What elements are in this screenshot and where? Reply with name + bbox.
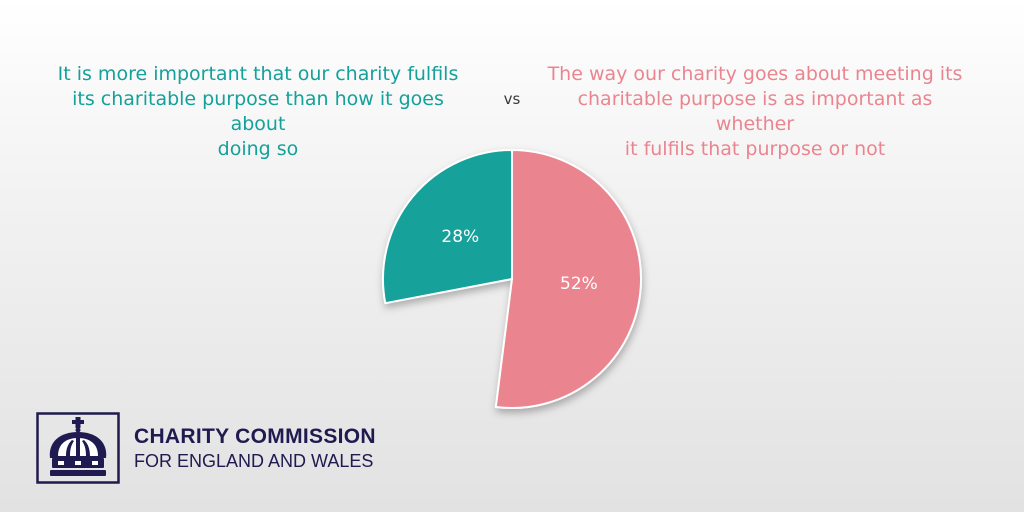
statement-right: The way our charity goes about meeting i…	[545, 62, 965, 162]
statement-left: It is more important that our charity fu…	[48, 62, 468, 162]
statement-left-line: It is more important that our charity fu…	[57, 63, 459, 85]
statement-left-line: doing so	[217, 138, 299, 160]
statement-right-line: The way our charity goes about meeting i…	[547, 63, 963, 85]
statement-right-line: charitable purpose is as important as wh…	[577, 88, 933, 135]
statement-right-line: it fulfils that purpose or not	[624, 138, 886, 160]
logo-text: CHARITY COMMISSION FOR ENGLAND AND WALES	[134, 424, 376, 472]
crown-icon	[36, 412, 120, 484]
charity-commission-logo: CHARITY COMMISSION FOR ENGLAND AND WALES	[36, 412, 376, 484]
logo-subtitle: FOR ENGLAND AND WALES	[134, 451, 374, 471]
statement-left-line: its charitable purpose than how it goes …	[72, 88, 444, 135]
pie-slice-52	[494, 149, 642, 409]
pie-slice-28	[382, 149, 513, 305]
pie-slice-52-label: 52%	[560, 274, 598, 294]
vs-label: vs	[503, 90, 521, 108]
logo-title: CHARITY COMMISSION	[134, 425, 376, 448]
pie-slice-28-label: 28%	[441, 227, 479, 247]
